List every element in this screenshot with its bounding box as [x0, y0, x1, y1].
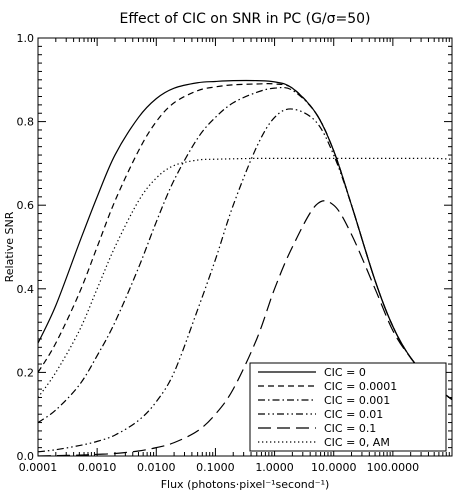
- y-axis-label: Relative SNR: [3, 211, 16, 282]
- chart-title: Effect of CIC on SNR in PC (G/σ=50): [119, 11, 370, 27]
- legend-label: CIC = 0.001: [324, 394, 390, 407]
- x-tick-label: 0.0010: [78, 461, 117, 474]
- y-tick-label: 0.4: [17, 283, 35, 296]
- y-tick-label: 0.2: [17, 366, 35, 379]
- legend-label: CIC = 0.1: [324, 422, 376, 435]
- series-line-0: [38, 79, 452, 401]
- series-line-2: [38, 86, 452, 424]
- x-tick-label: 0.1000: [196, 461, 235, 474]
- x-tick-label: 0.0001: [19, 461, 58, 474]
- x-tick-label: 1.0000: [255, 461, 294, 474]
- legend-label: CIC = 0.0001: [324, 380, 397, 393]
- y-tick-label: 1.0: [17, 32, 35, 45]
- y-tick-label: 0.8: [17, 116, 35, 129]
- series-line-3: [38, 108, 452, 453]
- x-axis-label: Flux (photons·pixel⁻¹second⁻¹): [161, 478, 330, 491]
- series-line-4: [38, 200, 452, 456]
- x-tick-label: 10.0000: [311, 461, 357, 474]
- axis-ticks: 0.0001 0.0010 0.0100 0.1000 1.0000 10.0000 100…: [17, 32, 452, 474]
- legend-label: CIC = 0.01: [324, 408, 383, 421]
- y-tick-label: 0.0: [17, 450, 35, 463]
- curves: [38, 79, 452, 456]
- legend-label: CIC = 0, AM: [324, 436, 390, 449]
- series-line-1: [38, 83, 452, 401]
- legend-box: [249, 362, 447, 452]
- series-line-5: [38, 157, 452, 398]
- x-tick-label: 0.0100: [137, 461, 176, 474]
- legend-label: CIC = 0: [324, 366, 366, 379]
- y-tick-label: 0.6: [17, 199, 35, 212]
- x-tick-label: 100.0000: [367, 461, 420, 474]
